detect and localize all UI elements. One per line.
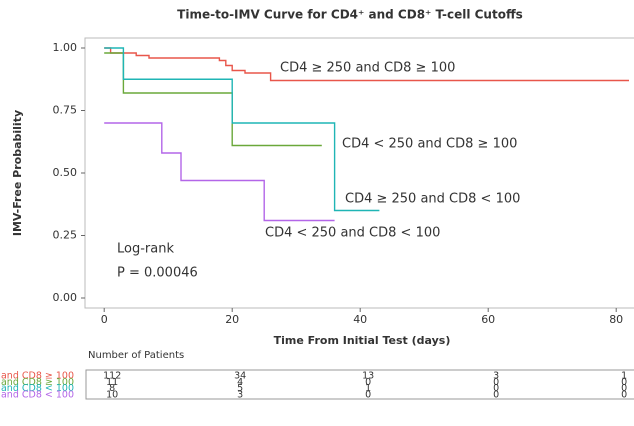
y-tick-label: 0.25 (53, 229, 78, 242)
risk-row-label: CD4 < 250 and CD8 ≥ 100 (0, 377, 74, 388)
risk-count: 0 (621, 389, 627, 400)
x-tick-label: 20 (225, 313, 239, 326)
risk-count: 8 (109, 383, 115, 394)
y-tick-label: 0.50 (53, 166, 78, 179)
risk-count: 11 (106, 377, 118, 388)
risk-count: 0 (493, 377, 499, 388)
risk-count: 0 (621, 377, 627, 388)
chart-title: Time-to-IMV Curve for CD4⁺ and CD8⁺ T-ce… (177, 8, 523, 22)
risk-count: 3 (237, 389, 243, 400)
curve-label: CD4 ≥ 250 and CD8 ≥ 100 (280, 61, 455, 76)
risk-table-title: Number of Patients (88, 350, 184, 361)
risk-count: 13 (362, 371, 374, 382)
risk-row-label: CD4 ≥ 250 and CD8 < 100 (0, 383, 74, 394)
risk-count: 0 (493, 389, 499, 400)
x-tick-label: 40 (353, 313, 367, 326)
risk-count: 112 (103, 371, 121, 382)
x-tick-label: 80 (609, 313, 623, 326)
annotation: Log-rank (117, 242, 174, 257)
risk-count: 34 (234, 371, 246, 382)
survival-curve (104, 47, 629, 82)
survival-curve (104, 52, 322, 147)
annotation: P = 0.00046 (117, 266, 198, 281)
risk-count: 1 (365, 383, 371, 394)
y-tick-label: 0.00 (53, 291, 78, 304)
y-tick-label: 1.00 (53, 41, 78, 54)
survival-curve (104, 47, 380, 212)
risk-count: 0 (493, 383, 499, 394)
survival-curve (104, 122, 335, 222)
risk-count: 0 (621, 383, 627, 394)
risk-count: 5 (237, 383, 243, 394)
risk-row-label: CD4 ≥ 250 and CD8 ≥ 100 (0, 371, 74, 382)
risk-table-frame (85, 369, 634, 400)
risk-count: 0 (365, 389, 371, 400)
y-tick-label: 0.75 (53, 104, 78, 117)
risk-count: 1 (621, 371, 627, 382)
risk-count: 3 (493, 371, 499, 382)
x-axis-label: Time From Initial Test (days) (274, 334, 451, 347)
risk-count: 0 (365, 377, 371, 388)
x-tick-label: 60 (481, 313, 495, 326)
curve-label: CD4 < 250 and CD8 ≥ 100 (342, 137, 517, 152)
risk-count: 10 (106, 389, 118, 400)
x-tick-label: 0 (101, 313, 108, 326)
y-axis-label: IMV-Free Probability (11, 110, 24, 236)
curve-label: CD4 ≥ 250 and CD8 < 100 (345, 192, 520, 207)
curve-label: CD4 < 250 and CD8 < 100 (265, 226, 440, 241)
risk-row-label: CD4 < 250 and CD8 < 100 (0, 389, 74, 400)
risk-count: 4 (237, 377, 243, 388)
